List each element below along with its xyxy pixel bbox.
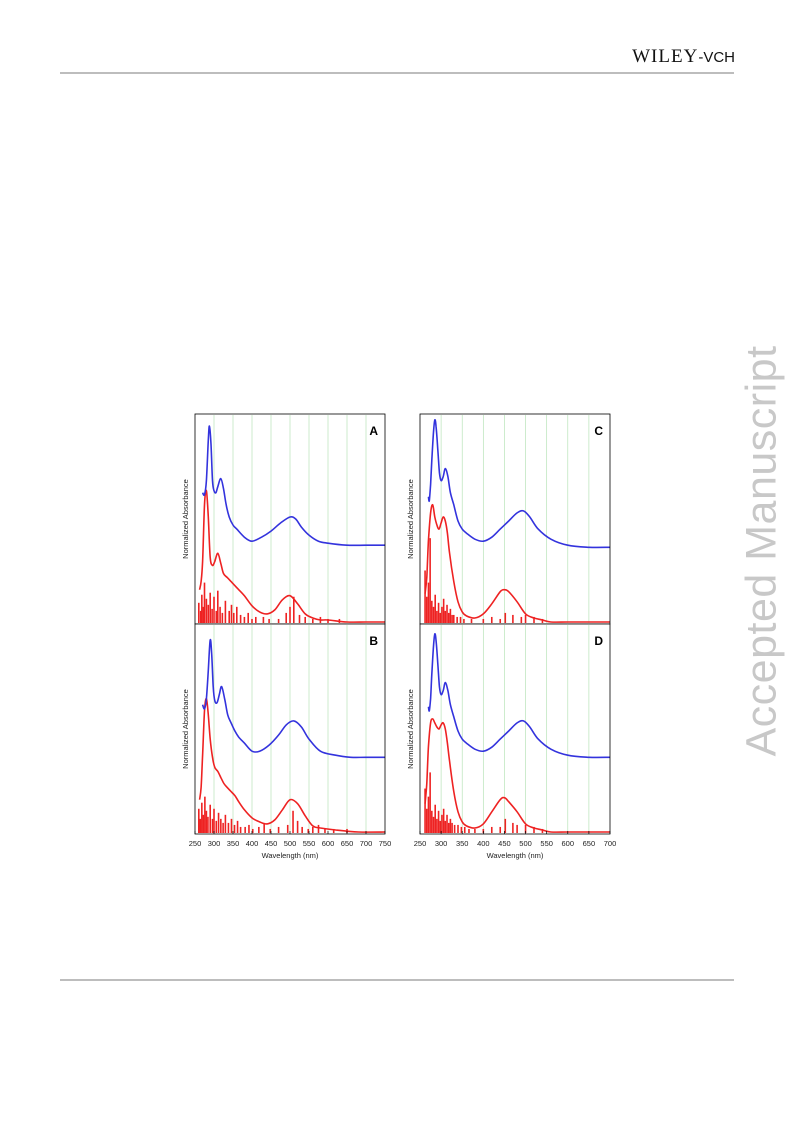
- ylabel-b: Normalized Absorbance: [181, 689, 190, 769]
- panel-letter-d: D: [594, 634, 603, 648]
- wiley-vch-logo: WILEY-VCH: [632, 46, 735, 68]
- xtick-label-b-500: 500: [284, 839, 297, 848]
- panel-d: D Normalized Absorbance 250 300 350 400 450 500…: [406, 623, 617, 860]
- xtick-label-b-550: 550: [303, 839, 316, 848]
- xtick-label-b-650: 650: [341, 839, 354, 848]
- series-lower-b: [198, 697, 386, 833]
- panel-letter-a: A: [369, 424, 378, 438]
- xtick-label-b-700: 700: [360, 839, 373, 848]
- series-upper-a: [201, 425, 385, 547]
- ylabel-d: Normalized Absorbance: [406, 689, 415, 769]
- logo-wiley: WILEY: [632, 46, 699, 67]
- xlabel-b: Wavelength (nm): [262, 851, 319, 860]
- xtick-label-d-250: 250: [414, 839, 427, 848]
- footer-rule: [60, 979, 734, 981]
- header-rule: [60, 72, 734, 74]
- panel-d-background: [420, 624, 610, 834]
- panel-a: A Normalized Absorbance: [181, 413, 386, 625]
- panel-letter-b: B: [369, 634, 378, 648]
- ylabel-c: Normalized Absorbance: [406, 479, 415, 559]
- xtick-label-b-750: 750: [379, 839, 392, 848]
- xlabel-d: Wavelength (nm): [487, 851, 544, 860]
- xtick-label-d-300: 300: [435, 839, 448, 848]
- xtick-label-b-250: 250: [189, 839, 202, 848]
- panel-c-background: [420, 414, 610, 624]
- xtick-label-b-300: 300: [208, 839, 221, 848]
- xtick-label-d-650: 650: [583, 839, 596, 848]
- panel-letter-c: C: [594, 424, 603, 438]
- series-upper-b: [201, 638, 385, 759]
- logo-vch: -VCH: [698, 49, 735, 66]
- xtick-label-d-550: 550: [540, 839, 553, 848]
- ylabel-a: Normalized Absorbance: [181, 479, 190, 559]
- xtick-label-b-400: 400: [246, 839, 259, 848]
- xtick-label-d-700: 700: [604, 839, 617, 848]
- series-lower-d: [424, 718, 610, 833]
- series-upper-d: [427, 632, 611, 759]
- panel-c: C Normalized Absorbance: [406, 413, 611, 625]
- series-lower-c: [424, 503, 610, 623]
- xtick-label-d-350: 350: [456, 839, 469, 848]
- xtick-label-b-600: 600: [322, 839, 335, 848]
- xtick-label-d-400: 400: [477, 839, 490, 848]
- series-upper-c: [427, 418, 611, 549]
- series-lower-a: [198, 489, 385, 623]
- xtick-label-b-450: 450: [265, 839, 278, 848]
- panel-b: B Normalized Absorbance 250 300 350 400 450 500…: [181, 623, 392, 860]
- xtick-label-d-500: 500: [519, 839, 532, 848]
- xtick-label-d-450: 450: [498, 839, 511, 848]
- xtick-label-d-600: 600: [562, 839, 575, 848]
- panel-d-frame: [419, 623, 611, 835]
- xtick-label-b-350: 350: [227, 839, 240, 848]
